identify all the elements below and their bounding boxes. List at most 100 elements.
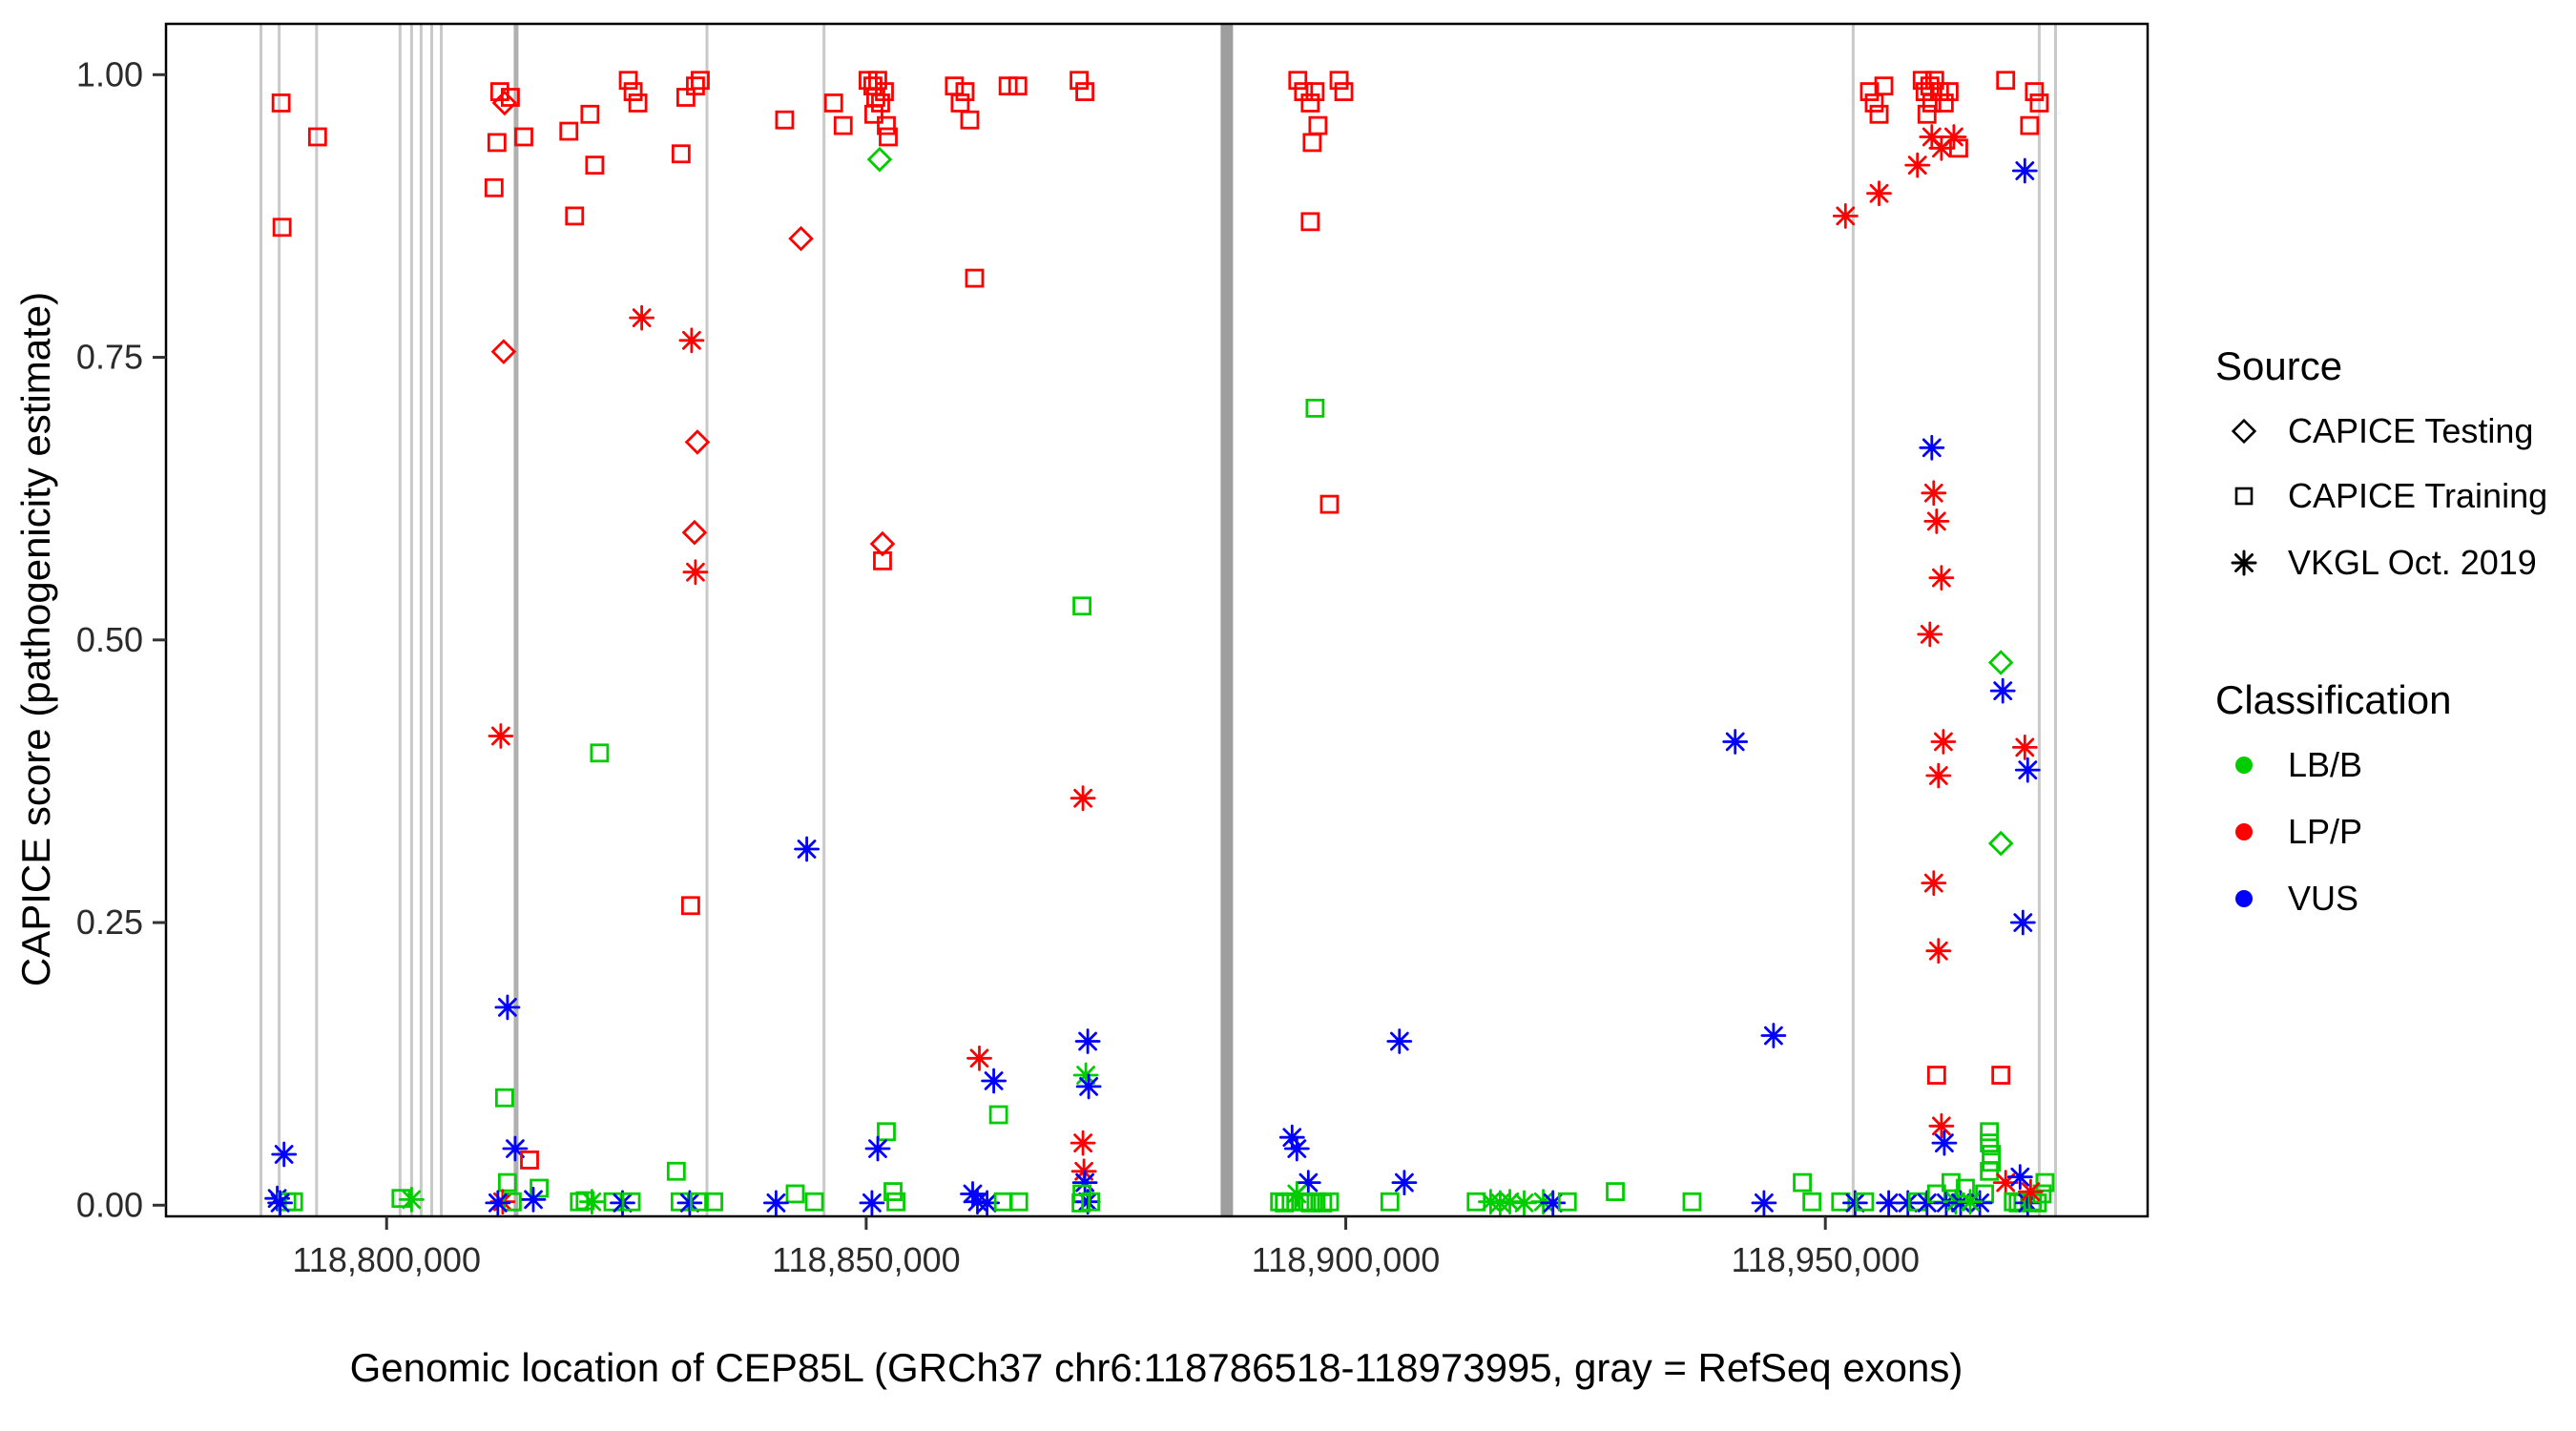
data-point bbox=[1540, 1190, 1567, 1216]
data-point bbox=[1926, 1066, 1946, 1085]
y-axis-title: CAPICE score (pathogenicity estimate) bbox=[13, 292, 58, 986]
data-point bbox=[1914, 1190, 1941, 1216]
data-point bbox=[873, 550, 892, 570]
legend-item-lpp: LP/P bbox=[2235, 812, 2362, 851]
legend-item-label: CAPICE Testing bbox=[2288, 411, 2533, 450]
data-point bbox=[988, 1105, 1008, 1125]
data-point bbox=[833, 115, 853, 135]
diamond-icon bbox=[2231, 418, 2257, 445]
data-point bbox=[966, 1045, 992, 1071]
legend-classification-title: Classification bbox=[2215, 677, 2451, 722]
data-point bbox=[875, 82, 894, 101]
data-point bbox=[1760, 1023, 1787, 1048]
data-point bbox=[1919, 124, 1945, 150]
data-point bbox=[1934, 93, 1954, 113]
data-point bbox=[1949, 138, 1968, 158]
data-point bbox=[1329, 71, 1349, 91]
data-point bbox=[1802, 1192, 1822, 1212]
data-point bbox=[1283, 1135, 1310, 1162]
legend-item-capice-training: CAPICE Training bbox=[2234, 476, 2547, 515]
data-point bbox=[686, 76, 705, 96]
data-point bbox=[1319, 1192, 1340, 1212]
data-point bbox=[955, 82, 975, 101]
data-point bbox=[1300, 212, 1320, 232]
data-point bbox=[1008, 76, 1028, 96]
data-point bbox=[1866, 180, 1892, 207]
x-tick-label: 118,850,000 bbox=[772, 1240, 961, 1279]
legend-source: Source CAPICE Testing CAPICE Training VK… bbox=[2215, 343, 2547, 582]
data-point bbox=[886, 1192, 905, 1212]
vus-dot-icon bbox=[2235, 890, 2253, 907]
data-point bbox=[1334, 82, 1354, 101]
data-point bbox=[502, 1135, 529, 1162]
data-point bbox=[1996, 71, 2016, 91]
data-point bbox=[1751, 1190, 1777, 1216]
data-point bbox=[666, 1161, 686, 1181]
data-point bbox=[271, 1141, 298, 1168]
data-point bbox=[1075, 82, 1095, 101]
data-point bbox=[271, 93, 291, 113]
legend-item-lbb: LB/B bbox=[2235, 745, 2362, 784]
data-point bbox=[1869, 104, 1889, 124]
data-point bbox=[494, 1088, 514, 1108]
data-point bbox=[1939, 82, 1959, 101]
data-point bbox=[1915, 82, 1935, 101]
x-tick-label: 118,900,000 bbox=[1252, 1240, 1441, 1279]
data-point bbox=[877, 115, 896, 135]
y-tick-label: 1.00 bbox=[76, 54, 143, 93]
data-point bbox=[2006, 1164, 2033, 1191]
data-point bbox=[1989, 677, 2016, 704]
x-axis-title: Genomic location of CEP85L (GRCh37 chr6:… bbox=[350, 1345, 1963, 1390]
data-point bbox=[1606, 1182, 1625, 1201]
y-tick-label: 0.50 bbox=[76, 620, 143, 659]
data-point bbox=[585, 156, 605, 176]
data-point bbox=[788, 225, 814, 252]
data-point bbox=[1074, 1028, 1101, 1054]
data-point bbox=[1319, 494, 1340, 514]
data-point bbox=[1832, 203, 1859, 229]
data-point bbox=[490, 339, 517, 364]
data-point bbox=[691, 71, 710, 91]
data-point bbox=[1070, 71, 1089, 91]
data-point bbox=[883, 1182, 903, 1201]
data-point bbox=[1921, 870, 1947, 896]
data-point bbox=[1930, 729, 1957, 755]
data-point bbox=[1070, 785, 1096, 812]
data-point bbox=[520, 1151, 539, 1170]
data-point bbox=[1072, 596, 1091, 616]
data-point bbox=[1295, 1170, 1321, 1195]
data-point bbox=[1842, 1190, 1868, 1216]
data-point bbox=[623, 82, 643, 101]
data-point bbox=[1300, 93, 1320, 113]
data-point bbox=[859, 1190, 885, 1216]
legend-source-title: Source bbox=[2215, 343, 2342, 388]
data-point bbox=[559, 121, 579, 141]
data-point bbox=[1987, 650, 2014, 675]
data-point bbox=[1917, 104, 1937, 124]
data-point bbox=[2035, 1172, 2055, 1192]
data-point bbox=[2014, 757, 2041, 783]
data-point bbox=[514, 127, 533, 147]
data-point bbox=[1305, 398, 1325, 418]
data-point bbox=[2029, 93, 2049, 113]
lpp-dot-icon bbox=[2235, 823, 2253, 840]
data-point bbox=[489, 82, 509, 101]
data-point bbox=[804, 1192, 824, 1212]
y-axis: 0.00 0.25 0.50 0.75 1.00 bbox=[76, 54, 166, 1224]
data-point bbox=[678, 327, 705, 354]
data-point bbox=[580, 104, 600, 124]
data-point bbox=[1919, 434, 1945, 461]
data-point bbox=[1928, 135, 1955, 161]
data-point bbox=[497, 1172, 517, 1192]
data-point bbox=[621, 1192, 641, 1212]
data-point bbox=[1557, 1192, 1577, 1212]
square-icon bbox=[2234, 487, 2254, 506]
legend-item-label: CAPICE Training bbox=[2288, 476, 2547, 515]
legend-item-label: VUS bbox=[2288, 879, 2358, 918]
data-point bbox=[1386, 1028, 1413, 1054]
legend-item-capice-testing: CAPICE Testing bbox=[2231, 411, 2533, 450]
asterisk-icon bbox=[2231, 550, 2257, 576]
data-point bbox=[864, 1135, 891, 1162]
data-point bbox=[1855, 1192, 1875, 1212]
